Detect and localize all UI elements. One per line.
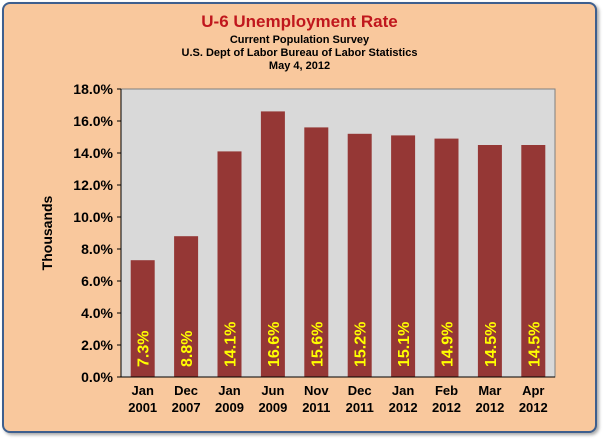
y-axis-label: Thousands [39, 195, 55, 270]
bar-data-label: 15.1% [396, 322, 413, 367]
x-tick-label-year: 2012 [519, 400, 548, 415]
chart-subtitle-2: U.S. Dept of Labor Bureau of Labor Stati… [181, 47, 418, 59]
x-tick-label-month: Nov [304, 383, 329, 398]
chart-frame: U-6 Unemployment Rate Current Population… [2, 2, 597, 433]
y-tick-label: 6.0% [81, 273, 113, 289]
chart-title: U-6 Unemployment Rate [201, 12, 398, 31]
x-tick-label-month: Dec [348, 383, 372, 398]
bar [391, 135, 416, 377]
x-tick-label-month: Apr [522, 383, 544, 398]
x-tick-label-year: 2001 [128, 400, 157, 415]
y-tick-label: 10.0% [73, 209, 113, 225]
x-tick-label-month: Jun [261, 383, 284, 398]
chart-subtitle-3: May 4, 2012 [268, 60, 331, 72]
bar [434, 138, 459, 377]
x-tick-label-year: 2012 [389, 400, 418, 415]
bar [174, 236, 199, 377]
x-tick-label-year: 2012 [475, 400, 504, 415]
x-tick-label-year: 2011 [302, 400, 330, 415]
bar-data-label: 14.5% [483, 322, 500, 367]
y-tick-label: 2.0% [81, 337, 113, 353]
x-tick-label-month: Mar [478, 383, 501, 398]
bar [260, 111, 285, 378]
y-tick-label: 0.0% [81, 369, 113, 385]
x-tick-label-year: 2009 [215, 400, 244, 415]
bar-data-label: 7.3% [136, 331, 153, 367]
bar [521, 145, 546, 377]
x-tick-label-year: 2012 [432, 400, 461, 415]
y-tick-label: 14.0% [73, 145, 113, 161]
x-tick-label-month: Jan [392, 383, 414, 398]
bar [217, 151, 242, 377]
y-tick-label: 8.0% [81, 241, 113, 257]
bar-data-label: 16.6% [266, 322, 283, 367]
bar-data-label: 15.6% [309, 322, 326, 367]
y-tick-label: 16.0% [73, 113, 113, 129]
bar-chart: 0.0% 2.0% 4.0% 6.0% 8.0% 10.0% 12.0% 14.0% 16.0%… [39, 81, 556, 415]
bar [347, 133, 372, 377]
y-tick-label: 12.0% [73, 177, 113, 193]
chart-subtitle-1: Current Population Survey [229, 34, 370, 46]
bar [130, 260, 155, 377]
bar [304, 127, 329, 378]
x-tick-label-month: Jan [131, 383, 153, 398]
x-tick-label-year: 2009 [258, 400, 287, 415]
bar [477, 145, 502, 377]
x-tick-label-month: Jan [218, 383, 240, 398]
bar-data-label: 15.2% [353, 322, 370, 367]
y-tick-label: 18.0% [73, 81, 113, 97]
y-tick-label: 4.0% [81, 305, 113, 321]
bar-data-label: 14.9% [440, 322, 457, 367]
bar-data-label: 14.1% [223, 322, 240, 367]
bar-data-label: 8.8% [179, 331, 196, 367]
x-tick-label-year: 2011 [346, 400, 374, 415]
x-tick-label-month: Feb [435, 383, 458, 398]
x-tick-label-year: 2007 [172, 400, 201, 415]
x-tick-label-month: Dec [174, 383, 198, 398]
bar-data-label: 14.5% [526, 322, 543, 367]
